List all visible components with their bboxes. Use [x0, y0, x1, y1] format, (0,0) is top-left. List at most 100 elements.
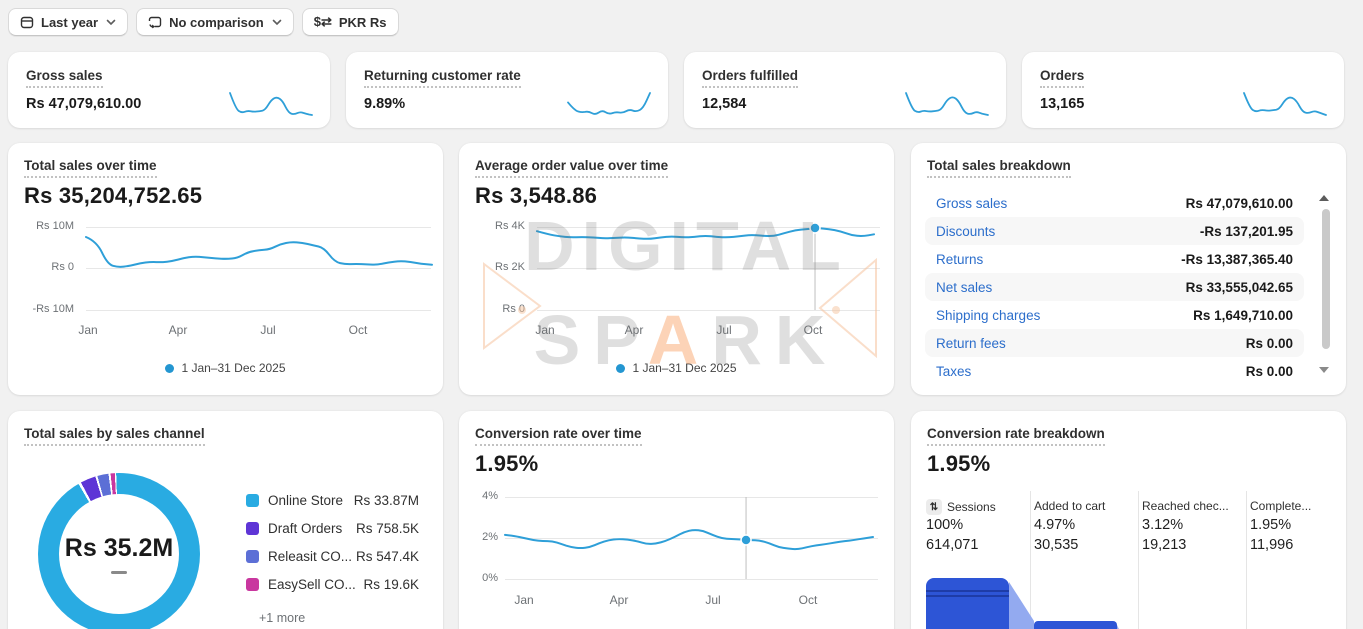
breakdown-row-link[interactable]: Discounts [936, 223, 996, 239]
breakdown-row-link[interactable]: Shipping charges [936, 307, 1041, 323]
donut-center: Rs 35.2M [59, 494, 179, 614]
currency-button[interactable]: $⇄ PKR Rs [301, 8, 399, 36]
breakdown-row-value: Rs 47,079,610.00 [1185, 195, 1293, 211]
legend-dot-icon [165, 363, 175, 373]
currency-exchange-icon: $⇄ [313, 14, 332, 29]
x-tick: Jul [705, 593, 721, 607]
y-tick: Rs 4K [495, 220, 525, 232]
x-tick: Apr [609, 593, 629, 607]
list-item[interactable]: Draft Orders [246, 521, 378, 536]
aov-headline: Rs 3,548.86 [475, 183, 598, 208]
x-tick: Jan [514, 593, 534, 607]
y-tick: 4% [482, 490, 498, 502]
y-tick: Rs 0 [502, 303, 525, 315]
breakdown-row-link[interactable]: Return fees [936, 335, 1006, 351]
list-item[interactable]: EasySell CO... [246, 577, 378, 592]
sales-channel-title[interactable]: Total sales by sales channel [24, 426, 205, 446]
legend-label: 1 Jan–31 Dec 2025 [632, 361, 737, 375]
orders-fulfilled-label[interactable]: Orders fulfilled [702, 68, 799, 88]
y-tick: Rs 10M [36, 220, 74, 232]
calendar-icon [20, 15, 34, 29]
breakdown-row-value: Rs 33,555,042.65 [1185, 279, 1293, 295]
returning-rate-value: 9.89% [364, 96, 406, 112]
funnel-bar-segment [926, 590, 1009, 592]
channel-more-link[interactable]: +1 more [259, 611, 306, 625]
table-row: Returns -Rs 13,387,365.40 [925, 245, 1304, 273]
aov-line-chart[interactable] [536, 222, 875, 310]
gross-sales-card: Gross sales Rs 47,079,610.00 [8, 52, 330, 128]
conversion-line-chart[interactable] [504, 497, 874, 579]
table-row: Net sales Rs 33,555,042.65 [925, 273, 1304, 301]
funnel-step-label: ⇅ Sessions [926, 499, 996, 515]
sessions-icon: ⇅ [926, 499, 942, 515]
orders-fulfilled-sparkline [905, 92, 989, 116]
orders-fulfilled-value: 12,584 [702, 96, 747, 112]
total-sales-title[interactable]: Total sales over time [24, 158, 157, 178]
breakdown-row-value: Rs 0.00 [1245, 363, 1293, 379]
scroll-up-icon[interactable] [1319, 195, 1329, 201]
chart-legend: 1 Jan–31 Dec 2025 [8, 361, 443, 375]
conversion-rate-headline: 1.95% [475, 451, 539, 476]
breakdown-row-link[interactable]: Taxes [936, 363, 972, 379]
channel-value: Rs 758.5K [355, 521, 419, 536]
returning-rate-card: Returning customer rate 9.89% [346, 52, 668, 128]
x-tick: Apr [168, 323, 188, 337]
aov-title[interactable]: Average order value over time [475, 158, 669, 178]
breakdown-row-link[interactable]: Gross sales [936, 195, 1008, 211]
divider [1246, 491, 1247, 629]
gridline [537, 268, 880, 269]
channel-swatch-icon [246, 494, 259, 507]
funnel-step-pct: 4.97% [1034, 517, 1076, 533]
total-sales-headline: Rs 35,204,752.65 [24, 183, 203, 208]
sales-breakdown-title[interactable]: Total sales breakdown [927, 158, 1071, 178]
funnel-step-pct: 1.95% [1250, 517, 1292, 533]
funnel-bar-added-to-cart[interactable] [1034, 621, 1117, 629]
gridline [86, 227, 431, 228]
conversion-breakdown-title[interactable]: Conversion rate breakdown [927, 426, 1105, 446]
funnel-connector [1117, 625, 1119, 629]
scrollbar-thumb[interactable] [1322, 209, 1330, 349]
y-tick: Rs 0 [51, 261, 74, 273]
funnel-step-label: Reached chec... [1142, 499, 1229, 513]
comparison-button[interactable]: No comparison [136, 8, 294, 36]
gridline [537, 310, 880, 311]
list-item[interactable]: Releasit CO... [246, 549, 378, 564]
x-tick: Jan [78, 323, 98, 337]
x-tick: Apr [624, 323, 644, 337]
funnel-step-pct: 3.12% [1142, 517, 1184, 533]
orders-sparkline [1243, 92, 1327, 116]
breakdown-row-link[interactable]: Returns [936, 251, 984, 267]
x-tick: Jul [716, 323, 732, 337]
gross-sales-label[interactable]: Gross sales [26, 68, 103, 88]
chart-legend: 1 Jan–31 Dec 2025 [459, 361, 894, 375]
list-item[interactable]: Online Store [246, 493, 378, 508]
funnel-step-pct: 100% [926, 517, 964, 533]
channel-swatch-icon [246, 550, 259, 563]
orders-label[interactable]: Orders [1040, 68, 1085, 88]
breakdown-row-value: Rs 0.00 [1245, 335, 1293, 351]
gridline [86, 268, 431, 269]
channel-donut-chart[interactable]: Rs 35.2M [38, 473, 200, 629]
returning-rate-label[interactable]: Returning customer rate [364, 68, 521, 88]
x-tick: Jan [535, 323, 555, 337]
breakdown-row-value: Rs 1,649,710.00 [1193, 307, 1293, 323]
channel-label: EasySell CO... [268, 577, 356, 592]
funnel-bar-segment [926, 595, 1009, 597]
gridline [505, 497, 878, 498]
conversion-breakdown-card: Conversion rate breakdown 1.95% ⇅ Session… [911, 411, 1346, 629]
table-row: Shipping charges Rs 1,649,710.00 [925, 301, 1304, 329]
channel-value: Rs 19.6K [363, 577, 419, 592]
x-tick: Oct [803, 323, 823, 337]
date-range-button[interactable]: Last year [8, 8, 129, 36]
total-sales-card: Total sales over time Rs 35,204,752.65 R… [8, 143, 443, 395]
gridline [537, 227, 880, 228]
scroll-down-icon[interactable] [1319, 367, 1329, 373]
breakdown-row-value: -Rs 137,201.95 [1199, 223, 1293, 239]
breakdown-row-link[interactable]: Net sales [936, 279, 993, 295]
conversion-rate-title[interactable]: Conversion rate over time [475, 426, 642, 446]
x-tick: Oct [348, 323, 368, 337]
orders-card: Orders 13,165 [1022, 52, 1344, 128]
funnel-bar-sessions[interactable] [926, 578, 1009, 629]
total-sales-line-chart[interactable] [85, 227, 433, 310]
x-tick: Oct [798, 593, 818, 607]
